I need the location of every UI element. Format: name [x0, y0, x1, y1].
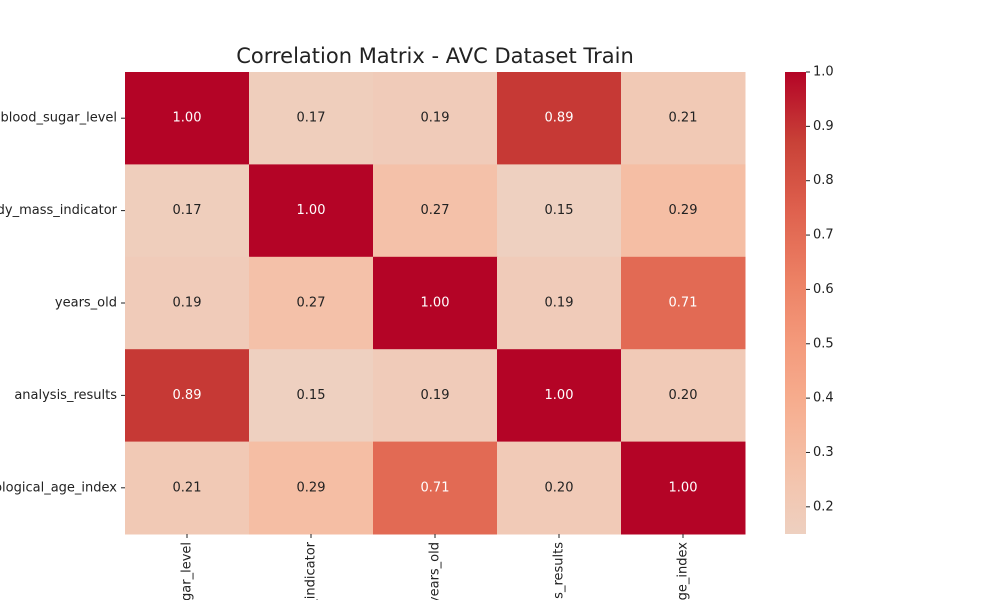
cell-label: 0.15 [297, 388, 326, 403]
heatmap-cell [249, 164, 374, 258]
heatmap-cell [621, 256, 746, 350]
cell-label: 0.19 [421, 111, 450, 126]
cell-label: 0.15 [545, 203, 574, 218]
heatmap-cell [125, 441, 250, 535]
heatmap-cell [497, 164, 622, 258]
cell-label: 0.27 [297, 296, 326, 311]
heatmap-cell [249, 256, 374, 350]
cell-label: 1.00 [421, 296, 450, 311]
x-tick-label: biological_age_index [676, 542, 691, 600]
cell-label: 0.29 [669, 203, 698, 218]
colorbar-tick-label: 0.8 [813, 173, 834, 188]
y-tick-label: analysis_results [14, 388, 117, 403]
colorbar-tick-label: 0.6 [813, 282, 834, 297]
chart-title: Correlation Matrix - AVC Dataset Train [236, 44, 634, 68]
cell-label: 1.00 [545, 388, 574, 403]
heatmap-cell [373, 164, 498, 258]
cell-label: 0.19 [421, 388, 450, 403]
heatmap-cell [373, 441, 498, 535]
colorbar-tick-label: 0.2 [813, 499, 834, 514]
heatmap-cell [373, 349, 498, 443]
heatmap-cell [249, 72, 374, 165]
x-tick-label: body_mass_indicator [304, 541, 319, 600]
cell-label: 0.89 [173, 388, 202, 403]
x-tick-label: analysis_results [552, 542, 567, 600]
y-tick-label: years_old [55, 296, 117, 311]
heatmap-cell [497, 441, 622, 535]
colorbar-tick-label: 0.9 [813, 119, 834, 134]
heatmap-cell [373, 72, 498, 165]
cell-label: 0.17 [297, 111, 326, 126]
cell-label: 0.71 [421, 480, 450, 495]
cell-label: 0.89 [545, 111, 574, 126]
y-tick-label: biological_age_index [0, 480, 117, 495]
cell-label: 0.19 [545, 296, 574, 311]
cell-label: 1.00 [173, 111, 202, 126]
cell-label: 0.20 [669, 388, 698, 403]
heatmap-cell [125, 256, 250, 350]
colorbar-tick-label: 1.0 [813, 65, 834, 80]
colorbar [785, 72, 806, 534]
heatmap-cell [621, 164, 746, 258]
cell-label: 0.21 [669, 111, 698, 126]
heatmap-cell [621, 441, 746, 535]
heatmap-cell [125, 349, 250, 443]
cell-label: 0.71 [669, 296, 698, 311]
heatmap-cell [621, 72, 746, 165]
heatmap-cell [249, 349, 374, 443]
cell-label: 1.00 [297, 203, 326, 218]
cell-label: 0.20 [545, 480, 574, 495]
colorbar-tick-label: 0.7 [813, 228, 834, 243]
heatmap-cell [249, 441, 374, 535]
cell-label: 0.17 [173, 203, 202, 218]
cell-label: 0.19 [173, 296, 202, 311]
y-tick-label: body_mass_indicator [0, 203, 118, 218]
heatmap-cell [373, 256, 498, 350]
y-tick-label: blood_sugar_level [0, 111, 117, 126]
heatmap-cell [497, 72, 622, 165]
heatmap-cell [125, 164, 250, 258]
cell-label: 1.00 [669, 480, 698, 495]
colorbar-tick-label: 0.5 [813, 336, 834, 351]
cell-label: 0.21 [173, 480, 202, 495]
colorbar-tick-label: 0.4 [813, 391, 834, 406]
x-tick-label: blood_sugar_level [180, 542, 195, 600]
heatmap-cell [125, 72, 250, 165]
heatmap-cell [497, 349, 622, 443]
heatmap-cell [621, 349, 746, 443]
colorbar-tick-label: 0.3 [813, 445, 834, 460]
cell-label: 0.29 [297, 480, 326, 495]
cell-label: 0.27 [421, 203, 450, 218]
heatmap-cell [497, 256, 622, 350]
x-tick-label: years_old [428, 542, 443, 600]
